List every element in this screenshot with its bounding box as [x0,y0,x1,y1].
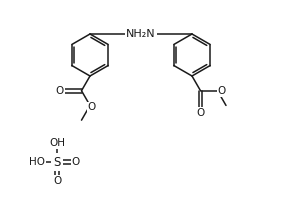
Text: O: O [53,176,61,186]
Text: S: S [53,155,61,168]
Text: O: O [196,108,205,118]
Text: O: O [56,86,64,96]
Text: HO: HO [29,157,45,167]
Text: NH₂N: NH₂N [126,29,156,39]
Text: O: O [72,157,80,167]
Text: O: O [88,102,96,112]
Text: O: O [217,86,226,96]
Text: OH: OH [49,138,65,148]
